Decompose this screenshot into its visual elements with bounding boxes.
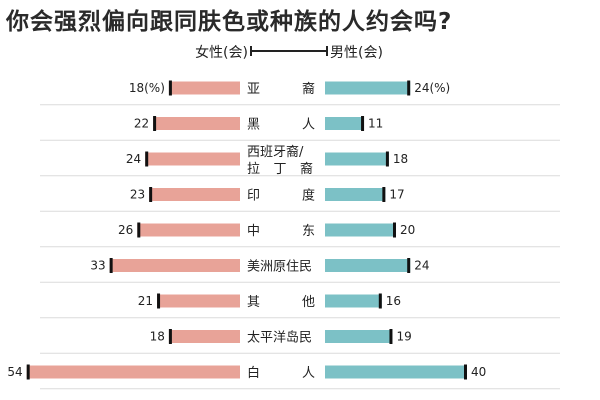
category-label: 其	[247, 295, 260, 310]
category-label: 人	[302, 118, 315, 133]
male-bar-cap	[382, 187, 386, 202]
male-value-label: 24	[414, 259, 429, 273]
female-bar-cap	[109, 258, 113, 273]
female-bar	[168, 330, 240, 343]
male-bar	[325, 330, 393, 343]
female-bar-cap	[168, 329, 172, 344]
female-value-label: 24	[126, 152, 141, 166]
legend-male: 男性(会)	[330, 45, 383, 61]
female-bar	[149, 188, 240, 201]
male-value-label: 24(%)	[414, 81, 450, 95]
category-label: 拉丁裔	[247, 161, 313, 177]
male-bar-cap	[407, 80, 411, 96]
female-bar-cap	[137, 222, 141, 238]
male-bar-cap	[385, 151, 389, 167]
category-label: 亚	[247, 82, 260, 97]
category-label: 太平洋岛民	[247, 330, 312, 346]
male-bar	[325, 117, 365, 130]
female-bar	[157, 294, 240, 308]
female-value-label: 33	[90, 259, 105, 273]
male-value-label: 20	[400, 223, 415, 237]
category-label: 美洲原住民	[247, 260, 312, 275]
male-value-label: 11	[368, 117, 383, 131]
category-label: 中	[247, 224, 260, 239]
female-value-label: 22	[134, 117, 149, 131]
female-bar-cap	[26, 364, 30, 380]
legend: 女性(会) 男性(会)	[0, 40, 600, 64]
male-value-label: 19	[396, 330, 411, 344]
female-bar	[153, 117, 240, 130]
male-value-label: 18	[393, 152, 408, 166]
male-bar	[325, 259, 411, 272]
legend-double-arrow-icon	[250, 46, 328, 56]
page-title: 你会强烈偏向跟同肤色或种族的人约会吗?	[6, 9, 453, 35]
category-label: 度	[302, 188, 315, 204]
female-bar-cap	[168, 80, 172, 96]
male-bar	[325, 365, 467, 379]
category-label: 白	[247, 365, 260, 381]
category-label: 他	[302, 295, 315, 310]
category-label: 黑	[247, 118, 260, 133]
male-bar	[325, 223, 396, 237]
male-value-label: 16	[386, 294, 401, 308]
female-bar	[109, 259, 241, 272]
female-bar	[26, 365, 241, 379]
male-bar	[325, 294, 382, 308]
male-bar-cap	[407, 258, 411, 273]
male-bar-cap	[393, 222, 396, 238]
male-bar-cap	[464, 364, 467, 380]
male-bar-cap	[389, 329, 393, 344]
male-bar	[325, 188, 386, 201]
female-bar	[168, 81, 240, 95]
female-value-label: 18	[150, 330, 165, 344]
female-value-label: 26	[118, 223, 133, 237]
male-value-label: 17	[389, 188, 404, 202]
male-bar	[325, 152, 389, 166]
female-bar-cap	[149, 187, 153, 202]
female-bar	[145, 152, 240, 166]
female-value-label: 21	[138, 294, 153, 308]
female-bar	[137, 223, 240, 237]
female-value-label: 23	[130, 188, 145, 202]
male-value-label: 40	[471, 365, 486, 379]
legend-female: 女性(会)	[195, 45, 248, 61]
category-label: 印	[247, 189, 260, 204]
male-bar	[325, 81, 411, 95]
female-bar-cap	[157, 293, 161, 309]
category-label: 裔	[302, 81, 315, 97]
category-label: 人	[302, 366, 315, 381]
male-bar-cap	[361, 116, 365, 131]
female-value-label: 18(%)	[129, 81, 165, 95]
female-value-label: 54	[7, 365, 22, 379]
category-label: 东	[302, 224, 315, 239]
female-bar-cap	[145, 151, 149, 167]
category-label: 西班牙裔/	[247, 144, 304, 160]
male-bar-cap	[378, 293, 382, 309]
female-bar-cap	[153, 116, 157, 131]
